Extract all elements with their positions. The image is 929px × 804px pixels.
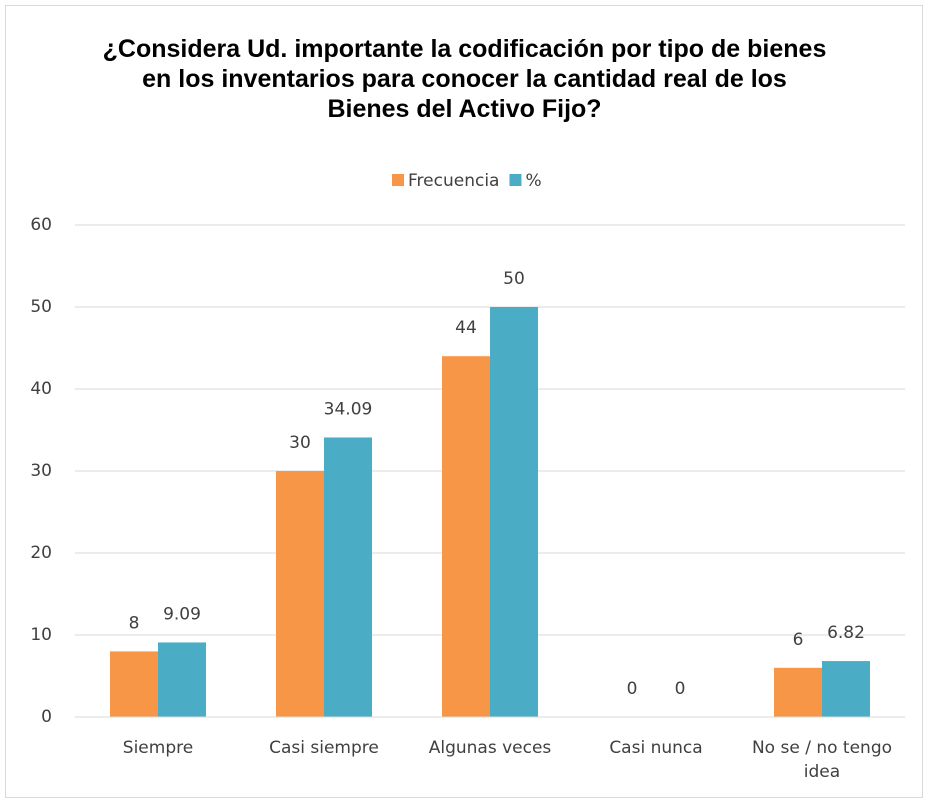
- bar: [822, 661, 870, 717]
- data-label: 34.09: [324, 399, 373, 419]
- y-tick-label: 50: [30, 297, 52, 317]
- legend-label: %: [525, 171, 541, 191]
- x-tick-label: No se / no tengo idea: [751, 738, 893, 782]
- chart-title: ¿Considera Ud. importante la codificació…: [102, 35, 827, 123]
- bar: [774, 667, 822, 717]
- y-tick-label: 40: [30, 379, 52, 399]
- bar: [276, 471, 324, 717]
- data-label: 44: [455, 318, 477, 338]
- bar: [324, 437, 372, 717]
- data-label: 30: [289, 433, 311, 453]
- data-label: 0: [627, 679, 638, 699]
- bar: [110, 651, 158, 717]
- data-label: 6: [793, 630, 804, 650]
- data-label: 50: [503, 269, 525, 289]
- y-tick-label: 10: [30, 625, 52, 645]
- data-label: 9.09: [163, 604, 201, 624]
- bar: [442, 356, 490, 717]
- y-tick-label: 20: [30, 543, 52, 563]
- x-tick-label: Casi siempre: [269, 738, 379, 758]
- data-label: 0: [675, 679, 686, 699]
- x-tick-label: Algunas veces: [428, 738, 552, 758]
- x-tick-label: Casi nunca: [609, 738, 703, 758]
- chart-border: [5, 5, 923, 798]
- y-tick-label: 30: [30, 461, 52, 481]
- x-tick-label: Siempre: [122, 738, 194, 758]
- bar: [490, 307, 538, 717]
- legend-swatch: [392, 174, 404, 186]
- y-tick-label: 0: [41, 707, 52, 727]
- bar: [158, 642, 206, 717]
- data-label: 8: [129, 613, 140, 633]
- legend-swatch: [509, 174, 522, 186]
- data-label: 6.82: [827, 623, 865, 643]
- y-tick-label: 60: [30, 215, 52, 235]
- legend-label: Frecuencia: [408, 171, 499, 191]
